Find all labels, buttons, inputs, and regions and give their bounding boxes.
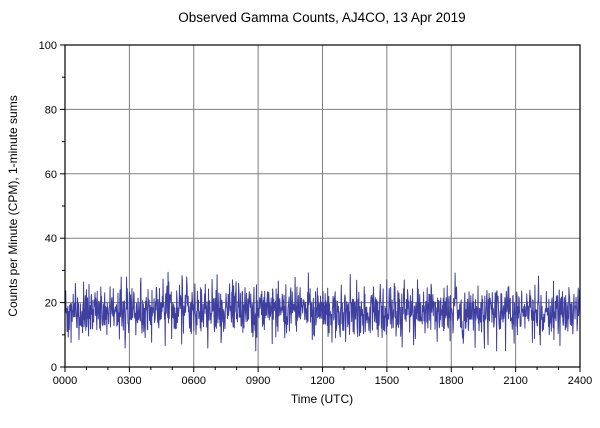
axis-ticks xyxy=(60,44,581,372)
y-tick-label: 80 xyxy=(45,104,57,116)
x-tick-label: 1800 xyxy=(439,375,463,387)
y-tick-label: 100 xyxy=(39,40,57,52)
x-tick-label: 2100 xyxy=(503,375,527,387)
grid-lines xyxy=(65,45,580,367)
y-tick-label: 0 xyxy=(51,362,57,374)
y-axis-label: Counts per Minute (CPM), 1-minute sums xyxy=(6,95,20,316)
x-tick-label: 0000 xyxy=(53,375,77,387)
x-axis-label: Time (UTC) xyxy=(291,392,353,406)
y-tick-label: 40 xyxy=(45,233,57,245)
x-tick-labels: 0000 0300 0600 0900 1200 1500 1800 2100 2400 xyxy=(53,375,592,387)
chart-title: Observed Gamma Counts, AJ4CO, 13 Apr 201… xyxy=(178,10,465,25)
y-tick-label: 60 xyxy=(45,169,57,181)
y-tick-labels: 0 20 40 60 80 100 xyxy=(39,40,57,374)
x-tick-label: 0900 xyxy=(246,375,270,387)
x-tick-label: 0600 xyxy=(182,375,206,387)
gamma-counts-trace xyxy=(64,271,581,352)
x-tick-label: 1200 xyxy=(310,375,334,387)
x-tick-label: 1500 xyxy=(375,375,399,387)
y-tick-label: 20 xyxy=(45,298,57,310)
x-tick-label: 2400 xyxy=(568,375,592,387)
x-tick-label: 0300 xyxy=(117,375,141,387)
data-series xyxy=(64,271,581,352)
